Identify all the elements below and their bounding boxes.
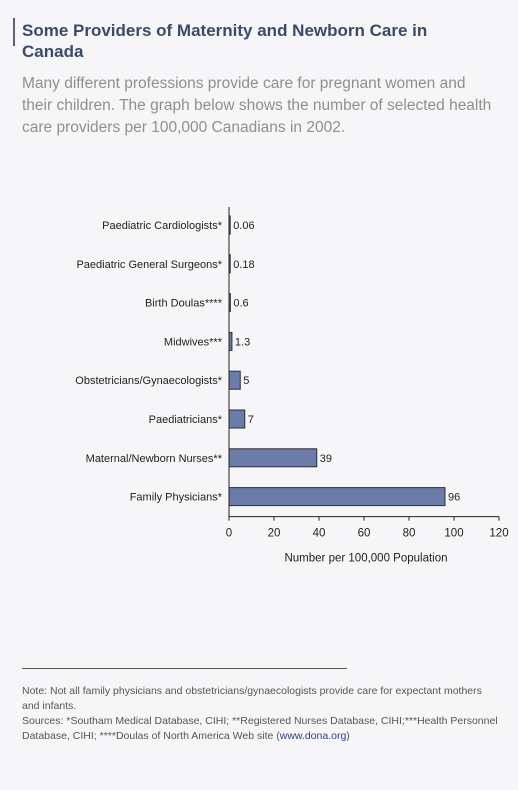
dona-link[interactable]: www.dona.org [279,730,347,742]
x-tick-label: 80 [403,528,416,540]
category-label: Birth Doulas**** [145,298,223,310]
x-tick-label: 20 [268,528,281,540]
bar [228,409,246,429]
x-tick-label: 60 [358,528,371,540]
value-label: 96 [448,492,460,504]
value-label: 7 [248,414,254,426]
category-label: Obstetricians/Gynaecologists* [75,375,222,387]
bar [228,370,241,390]
bar-chart: Paediatric Cardiologists* 0.06 Paediatric … [75,207,509,565]
category-label: Paediatricians* [149,414,223,426]
x-tick-label: 100 [444,528,463,540]
sources-label: Sources: *Southam Medical Database, CIHI… [22,715,498,742]
value-label: 0.06 [233,220,254,232]
bar [228,487,446,507]
value-label: 1.3 [235,336,250,348]
x-axis-label: Number per 100,000 Population [284,553,447,565]
notes-block: Note: Not all family physicians and obst… [22,684,502,744]
title-accent-rule [13,18,15,46]
category-label: Family Physicians* [130,492,223,504]
category-label: Paediatric General Surgeons* [76,259,222,271]
chart-subtitle: Many different professions provide care … [22,75,492,136]
bar [228,448,318,468]
value-label: 39 [320,453,332,465]
value-label: 0.18 [233,259,254,271]
value-label: 5 [243,375,249,387]
value-label: 0.6 [233,298,248,310]
notes-divider [22,668,347,669]
category-label: Midwives*** [164,336,223,348]
x-tick-label: 120 [489,528,508,540]
x-tick-label: 40 [313,528,326,540]
category-label: Maternal/Newborn Nurses** [86,453,223,465]
category-label: Paediatric Cardiologists* [102,220,223,232]
sources-end: ) [346,730,350,742]
note-text: Note: Not all family physicians and obst… [22,685,482,712]
x-tick-label: 0 [226,528,232,540]
chart-title: Some Providers of Maternity and Newborn … [22,21,428,61]
sources-text: Sources: *Southam Medical Database, CIHI… [22,714,502,744]
